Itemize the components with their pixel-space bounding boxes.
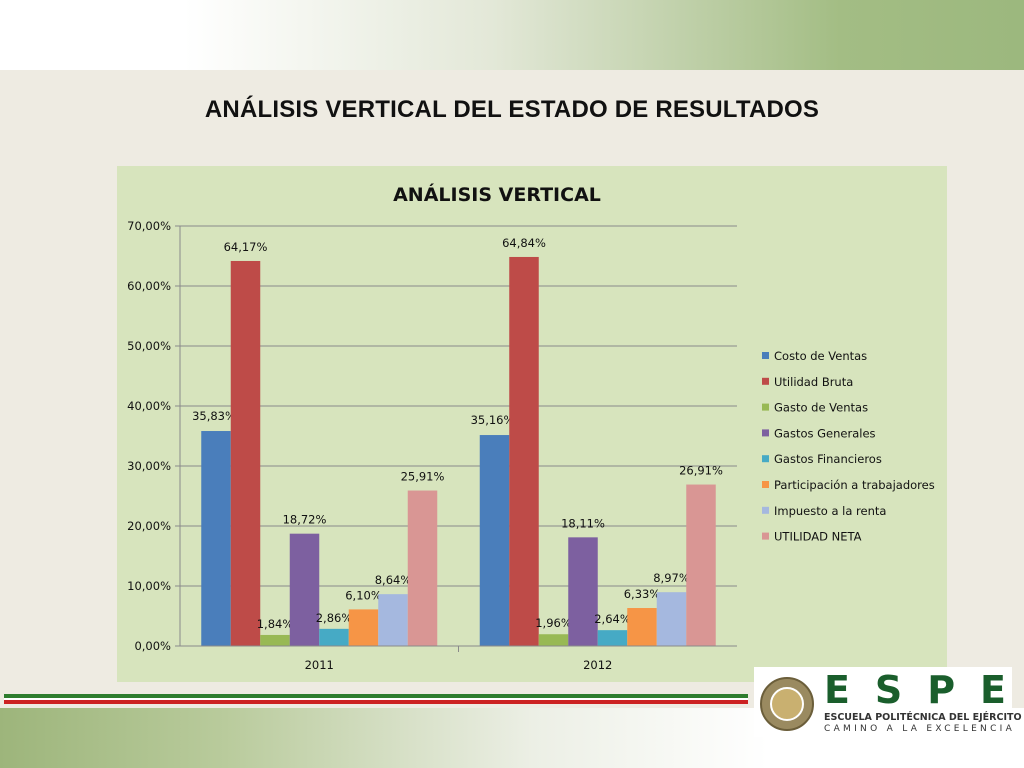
institution-name: ESCUELA POLITÉCNICA DEL EJÉRCITO: [824, 712, 1022, 723]
bar: [378, 594, 408, 646]
logo-letter: P: [927, 668, 956, 712]
legend-label: UTILIDAD NETA: [774, 530, 862, 544]
bar: [538, 634, 569, 646]
data-label: 2,86%: [316, 611, 353, 625]
espe-logo: E S P E ESCUELA POLITÉCNICA DEL EJÉRCITO…: [754, 667, 1022, 737]
red-stripe: [4, 700, 748, 704]
legend-swatch: [762, 352, 769, 359]
bar: [597, 630, 628, 646]
legend-swatch: [762, 506, 769, 514]
logo-wordmark: E S P E: [824, 669, 1006, 711]
crest-emblem: [770, 687, 804, 721]
legend-swatch: [762, 532, 769, 540]
logo-letter: E: [824, 668, 850, 712]
legend-label: Costo de Ventas: [774, 349, 867, 363]
data-label: 8,64%: [375, 573, 412, 587]
data-label: 64,84%: [502, 236, 546, 250]
logo-letter: E: [980, 668, 1006, 712]
slide-title: ANÁLISIS VERTICAL DEL ESTADO DE RESULTAD…: [204, 96, 820, 123]
data-label: 8,97%: [653, 571, 690, 585]
x-tick-label: 2012: [583, 658, 612, 672]
bar: [201, 431, 231, 646]
data-label: 64,17%: [224, 240, 268, 254]
data-label: 1,84%: [257, 617, 294, 631]
bar: [348, 609, 379, 646]
legend-label: Gasto de Ventas: [774, 401, 868, 415]
bar: [568, 537, 598, 646]
data-label: 18,72%: [283, 513, 327, 527]
bar: [686, 484, 716, 646]
chart-title: ANÁLISIS VERTICAL: [393, 183, 601, 206]
data-label: 2,64%: [594, 612, 631, 626]
y-tick-label: 50,00%: [127, 339, 171, 353]
institution-motto: CAMINO A LA EXCELENCIA: [824, 724, 1016, 734]
bar: [509, 256, 539, 646]
x-tick-label: 2011: [305, 658, 334, 672]
legend-label: Impuesto a la renta: [774, 504, 886, 518]
legend-swatch: [762, 481, 769, 488]
bar-chart: ANÁLISIS VERTICAL 0,00% 10,00% 20,00% 30,00%…: [127, 183, 935, 672]
legend-swatch: [762, 429, 769, 437]
chart-panel: ANÁLISIS VERTICAL 0,00% 10,00% 20,00% 30,00%…: [117, 166, 947, 682]
data-label: 1,96%: [535, 616, 572, 630]
logo-letter: S: [874, 668, 903, 712]
legend-label: Participación a trabajadores: [774, 478, 935, 492]
data-label: 6,33%: [624, 587, 661, 601]
legend-label: Utilidad Bruta: [774, 375, 853, 389]
white-stripe: [4, 698, 748, 700]
data-label: 26,91%: [679, 464, 723, 478]
bar: [260, 634, 290, 646]
legend-swatch: [762, 403, 769, 411]
decorative-stripes: [0, 692, 750, 708]
bar: [407, 490, 438, 646]
bar: [230, 260, 261, 646]
data-label: 35,16%: [471, 413, 515, 427]
header-gradient-band: [0, 0, 1024, 70]
y-tick-label: 0,00%: [134, 639, 171, 653]
data-label: 25,91%: [401, 470, 445, 484]
legend-label: Gastos Financieros: [774, 452, 882, 466]
bar: [656, 592, 687, 646]
data-label: 6,10%: [345, 588, 382, 602]
bar: [627, 608, 657, 646]
y-tick-label: 30,00%: [127, 459, 171, 473]
crest-icon: [760, 677, 814, 731]
y-tick-label: 70,00%: [127, 219, 171, 233]
bar: [289, 533, 320, 646]
legend-label: Gastos Generales: [774, 426, 876, 440]
legend-swatch: [762, 455, 769, 463]
y-tick-label: 40,00%: [127, 399, 171, 413]
legend-swatch: [762, 377, 769, 385]
data-label: 18,11%: [561, 516, 605, 530]
data-label: 35,83%: [192, 409, 236, 423]
y-tick-label: 60,00%: [127, 279, 171, 293]
bar: [479, 435, 510, 646]
bar: [319, 628, 349, 646]
green-stripe: [4, 694, 748, 698]
y-tick-label: 20,00%: [127, 519, 171, 533]
y-tick-label: 10,00%: [127, 579, 171, 593]
